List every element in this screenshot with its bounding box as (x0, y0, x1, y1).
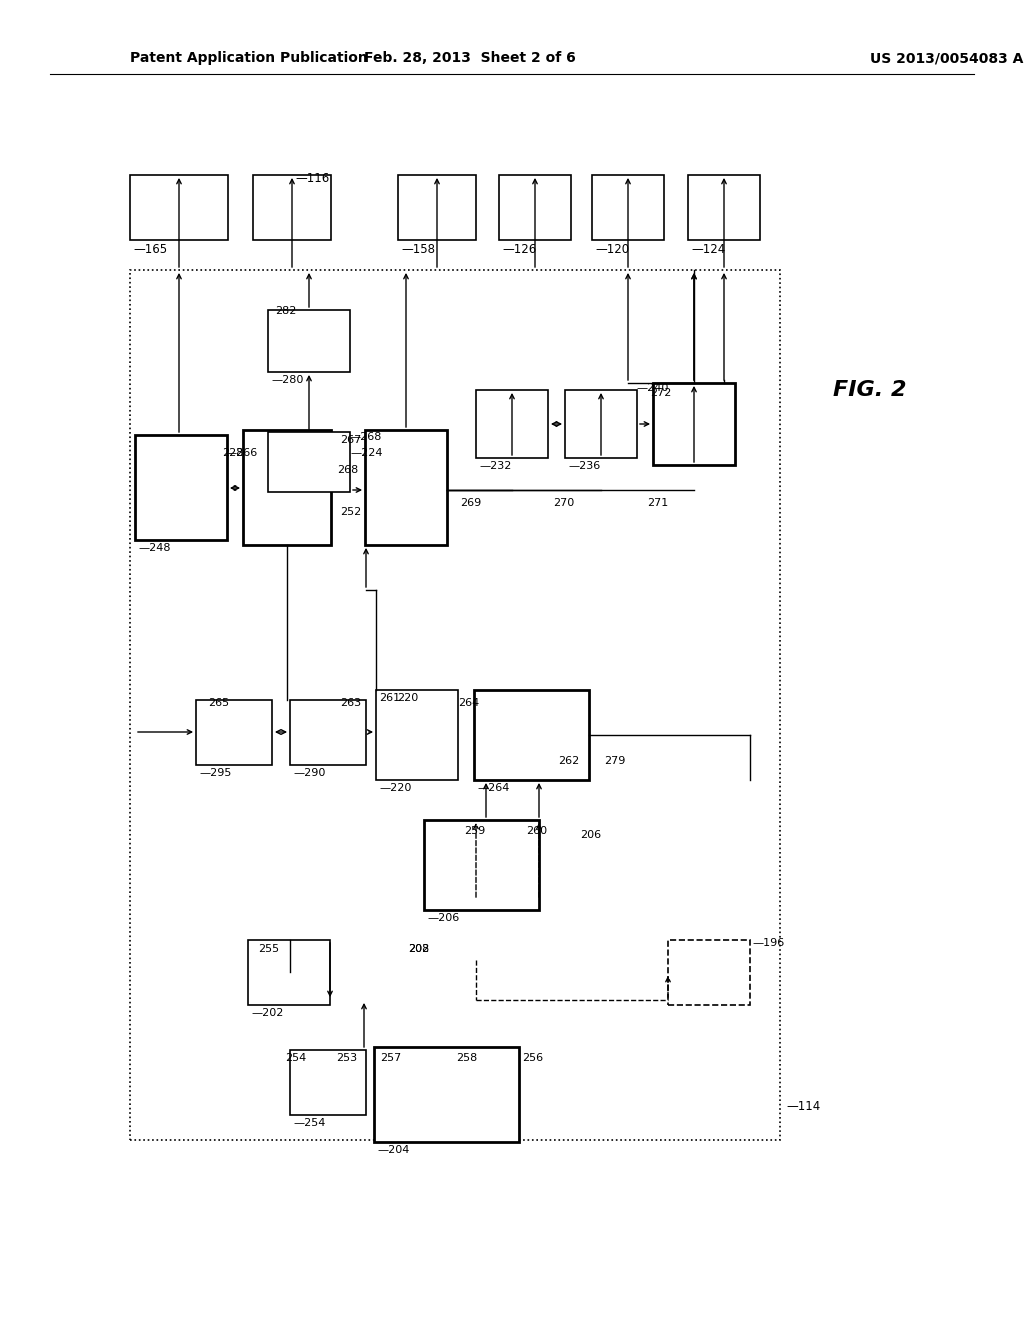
Text: 268: 268 (337, 465, 358, 475)
Bar (398, 176, 476, 240)
Bar (374, 1047, 519, 1142)
Bar (196, 700, 272, 766)
Text: —268: —268 (349, 432, 381, 442)
Bar (130, 176, 228, 240)
Text: 257: 257 (380, 1053, 401, 1063)
Text: 271: 271 (647, 498, 669, 508)
Bar (376, 690, 458, 780)
Bar (424, 820, 539, 909)
Text: —202: —202 (251, 1008, 284, 1018)
Text: —204: —204 (377, 1144, 410, 1155)
Text: 270: 270 (553, 498, 574, 508)
Text: 263: 263 (340, 698, 361, 708)
Text: —264: —264 (477, 783, 509, 793)
Text: —290: —290 (293, 768, 326, 777)
Text: —236: —236 (568, 461, 600, 471)
Bar (668, 940, 750, 1005)
Bar (268, 432, 350, 492)
Text: —280: —280 (271, 375, 303, 385)
Bar (365, 430, 447, 545)
Bar (688, 176, 760, 240)
Text: 256: 256 (522, 1053, 543, 1063)
Text: —114: —114 (786, 1100, 820, 1113)
Bar (268, 310, 350, 372)
Bar (565, 389, 637, 458)
Bar (592, 176, 664, 240)
Text: 255: 255 (258, 944, 280, 954)
Text: 252: 252 (340, 507, 361, 517)
Text: —196: —196 (752, 939, 784, 948)
Bar (290, 1049, 366, 1115)
Text: —116: —116 (296, 172, 330, 185)
Bar (243, 430, 331, 545)
Text: —240: —240 (636, 383, 669, 393)
Text: 259: 259 (464, 826, 485, 836)
Text: —295: —295 (199, 768, 231, 777)
Text: 261: 261 (379, 693, 400, 704)
Text: —254: —254 (293, 1118, 326, 1129)
Bar (248, 940, 330, 1005)
Bar (653, 383, 735, 465)
Bar (130, 271, 780, 1140)
Text: 282: 282 (275, 306, 296, 315)
Text: 202: 202 (408, 944, 429, 954)
Text: —232: —232 (479, 461, 511, 471)
Text: 258: 258 (456, 1053, 477, 1063)
Text: 208: 208 (408, 944, 429, 954)
Text: —248: —248 (138, 543, 171, 553)
Text: —124: —124 (691, 243, 725, 256)
Text: US 2013/0054083 A1: US 2013/0054083 A1 (870, 51, 1024, 65)
Text: —165: —165 (133, 243, 167, 256)
Text: 269: 269 (460, 498, 481, 508)
Text: 264: 264 (458, 698, 479, 708)
Text: —266: —266 (225, 447, 257, 458)
Text: 228: 228 (222, 447, 244, 458)
Text: FIG. 2: FIG. 2 (834, 380, 906, 400)
Text: 253: 253 (336, 1053, 357, 1063)
Text: —224: —224 (350, 447, 383, 458)
Text: 265: 265 (208, 698, 229, 708)
Bar (476, 389, 548, 458)
Text: —126: —126 (502, 243, 537, 256)
Text: 279: 279 (604, 756, 626, 766)
Text: —158: —158 (401, 243, 435, 256)
Bar (290, 700, 366, 766)
Bar (499, 176, 571, 240)
Text: —206: —206 (427, 913, 459, 923)
Bar (253, 176, 331, 240)
Text: 260: 260 (526, 826, 547, 836)
Text: Patent Application Publication: Patent Application Publication (130, 51, 368, 65)
Text: —220: —220 (379, 783, 412, 793)
Text: 220: 220 (397, 693, 418, 704)
Text: 206: 206 (580, 830, 601, 840)
Text: Feb. 28, 2013  Sheet 2 of 6: Feb. 28, 2013 Sheet 2 of 6 (365, 51, 575, 65)
Bar (135, 436, 227, 540)
Text: 272: 272 (650, 388, 672, 399)
Bar (474, 690, 589, 780)
Text: 262: 262 (558, 756, 580, 766)
Text: 254: 254 (285, 1053, 306, 1063)
Text: —120: —120 (595, 243, 629, 256)
Text: 267: 267 (340, 436, 361, 445)
